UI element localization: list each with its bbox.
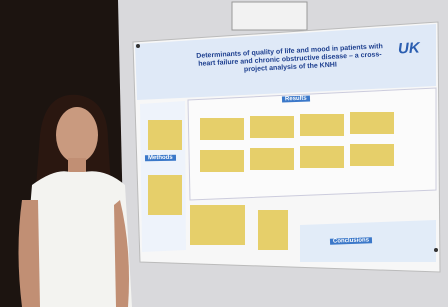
pin (434, 248, 438, 252)
poster-logo: UK (398, 39, 421, 57)
face (56, 107, 98, 163)
sign (232, 2, 307, 30)
results-panel (188, 88, 436, 200)
arm (19, 200, 41, 307)
photo: Determinants of quality of life and mood… (0, 0, 448, 307)
pin (136, 44, 140, 48)
section-heading: Results (282, 96, 310, 103)
neck (68, 158, 86, 174)
section-heading: Methods (145, 155, 176, 162)
